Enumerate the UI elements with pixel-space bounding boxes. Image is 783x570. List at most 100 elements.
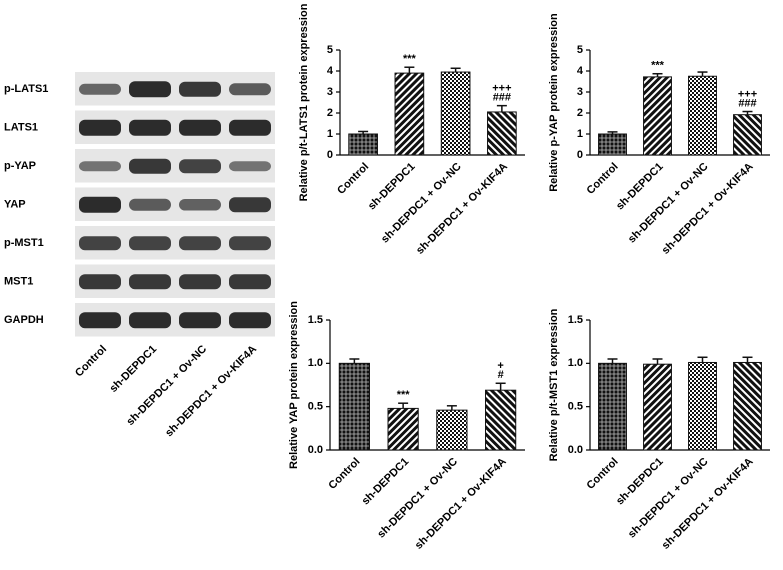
blot-band [179, 159, 221, 174]
significance-label: *** [651, 60, 665, 72]
significance-label: +++ [738, 88, 757, 100]
blot-row-label: YAP [4, 199, 26, 211]
x-tick-label: Control [335, 161, 371, 197]
blot-band [229, 119, 271, 136]
x-tick-label: Control [585, 456, 621, 492]
y-tick-label: 0 [327, 149, 333, 161]
bar [643, 76, 672, 156]
blot-band [179, 81, 221, 97]
y-tick-label: 0.0 [308, 444, 323, 456]
y-tick-label: 3 [577, 86, 583, 98]
blot-band [179, 119, 221, 136]
blot-band [129, 119, 171, 136]
blot-row-label: MST1 [4, 276, 33, 288]
blot-band [229, 197, 271, 213]
y-tick-label: 4 [577, 65, 584, 77]
y-tick-label: 2 [577, 107, 583, 119]
x-tick-label: sh-DEPDC1 + Ov-KIF4A [660, 456, 756, 552]
blot-lane-label: sh-DEPDC1 + Ov-KIF4A [163, 343, 259, 439]
x-tick-label: sh-DEPDC1 + Ov-NC [379, 161, 464, 246]
significance-label: + [497, 360, 503, 372]
blot-band [79, 119, 121, 136]
significance-label: ### [493, 92, 511, 104]
bar [733, 361, 762, 451]
x-tick-label: Control [585, 161, 621, 197]
bar [387, 407, 419, 451]
x-tick-label: sh-DEPDC1 [366, 161, 418, 213]
y-tick-label: 0 [577, 149, 583, 161]
x-tick-label: sh-DEPDC1 + Ov-NC [626, 161, 711, 246]
y-tick-label: 1.5 [568, 314, 583, 326]
bar [338, 362, 370, 451]
x-tick-label: sh-DEPDC1 + Ov-KIF4A [414, 161, 510, 257]
y-tick-label: 1.0 [568, 357, 583, 369]
blot-lane-label: sh-DEPDC1 [107, 343, 159, 395]
x-tick-label: sh-DEPDC1 + Ov-NC [375, 456, 460, 541]
blot-row-label: p-LATS1 [4, 83, 48, 95]
bar [348, 133, 378, 156]
blot-band [129, 198, 171, 211]
blot-band [129, 312, 171, 329]
y-axis-label: Relative p/t-MST1 expression [548, 308, 560, 461]
significance-label: +++ [492, 83, 511, 95]
x-tick-label: sh-DEPDC1 + Ov-KIF4A [413, 456, 509, 552]
blot-row-label: LATS1 [4, 122, 38, 134]
blot-band [229, 236, 271, 251]
x-tick-label: sh-DEPDC1 [360, 456, 412, 508]
y-tick-label: 1.0 [308, 357, 323, 369]
bar [440, 71, 471, 156]
bar [688, 361, 717, 451]
y-axis-label: Relative YAP protein expression [288, 301, 300, 469]
y-tick-label: 0.5 [568, 401, 583, 413]
bar [436, 409, 468, 451]
y-tick-label: 1.5 [308, 314, 323, 326]
blot-band [229, 83, 271, 96]
blot-band [229, 274, 271, 290]
bar [394, 72, 425, 156]
blot-band [79, 83, 121, 95]
blot-band [179, 199, 221, 211]
x-tick-label: sh-DEPDC1 + Ov-KIF4A [660, 161, 756, 257]
blot-band [79, 161, 121, 172]
y-tick-label: 0.0 [568, 444, 583, 456]
y-tick-label: 5 [577, 44, 583, 56]
blot-band [229, 161, 271, 172]
blot-band [229, 312, 271, 329]
blot-band [179, 274, 221, 290]
y-tick-label: 5 [327, 44, 333, 56]
blot-band [79, 312, 121, 329]
blot-band [79, 236, 121, 251]
y-tick-label: 1 [577, 128, 583, 140]
blot-band [129, 81, 171, 98]
blot-band [79, 196, 121, 213]
blot-row-label: p-YAP [4, 160, 36, 172]
blot-band [79, 274, 121, 290]
y-axis-label: Relative p/t-LATS1 protein expression [298, 3, 310, 201]
bar [485, 389, 517, 451]
blot-band [179, 312, 221, 329]
y-tick-label: 1 [327, 128, 333, 140]
blot-row-label: p-MST1 [4, 237, 44, 249]
bar [643, 363, 672, 451]
x-tick-label: Control [326, 456, 362, 492]
bar [598, 133, 627, 156]
significance-label: *** [403, 53, 417, 65]
significance-label: *** [397, 389, 411, 401]
bar [598, 362, 627, 451]
blot-band [179, 236, 221, 251]
y-tick-label: 3 [327, 86, 333, 98]
bar [733, 114, 762, 156]
significance-label: ### [738, 97, 756, 109]
bar [688, 75, 717, 156]
blot-band [129, 274, 171, 290]
blot-row-label: GAPDH [4, 314, 44, 326]
significance-label: # [498, 369, 504, 381]
blot-band [129, 158, 171, 174]
blot-band [129, 236, 171, 251]
y-tick-label: 0.5 [308, 401, 323, 413]
blot-lane-label: Control [73, 343, 109, 379]
y-tick-label: 4 [327, 65, 334, 77]
y-tick-label: 2 [327, 107, 333, 119]
x-tick-label: sh-DEPDC1 + Ov-NC [626, 456, 711, 541]
